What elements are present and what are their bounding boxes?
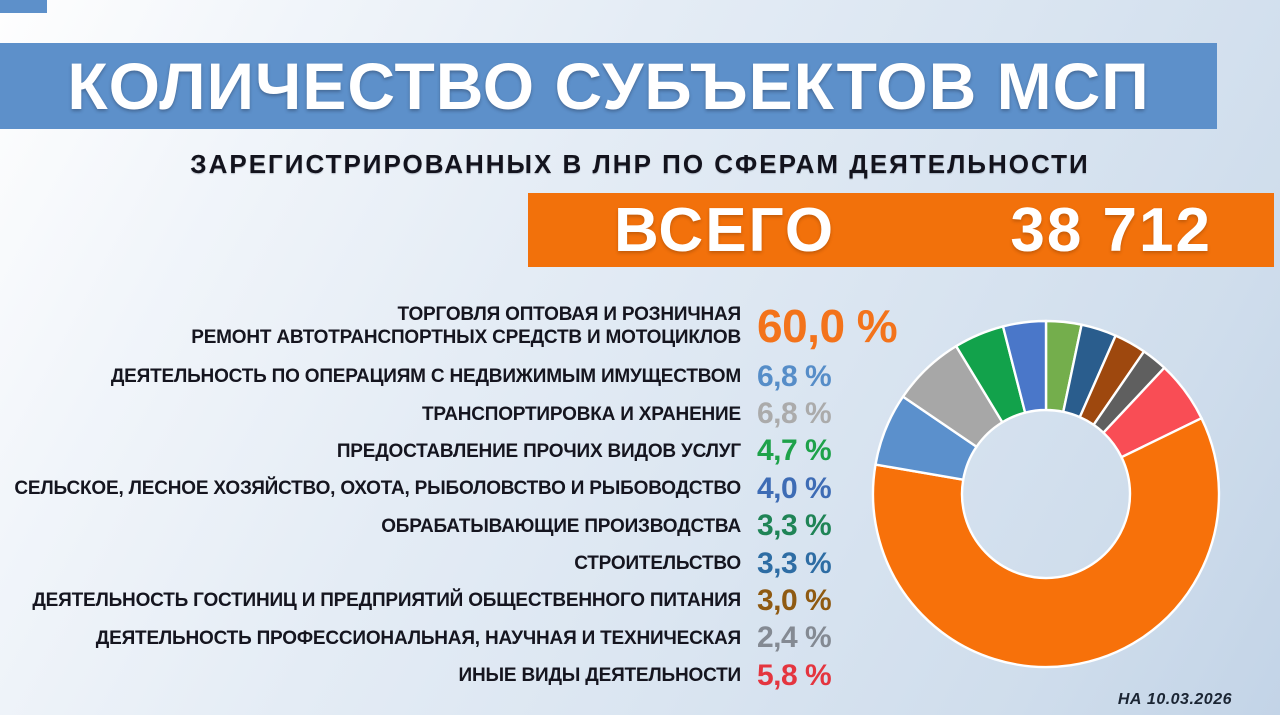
legend-row: ИНЫЕ ВИДЫ ДЕЯТЕЛЬНОСТИ 5,8 %: [0, 657, 915, 694]
legend-row-value: 4,0 %: [757, 471, 832, 505]
legend-row-label: ИНЫЕ ВИДЫ ДЕЯТЕЛЬНОСТИ: [458, 665, 742, 687]
legend-row-label: СЕЛЬСКОЕ, ЛЕСНОЕ ХОЗЯЙСТВО, ОХОТА, РЫБОЛ…: [14, 478, 741, 500]
legend-row-value: 6,8 %: [757, 359, 832, 393]
page-title: КОЛИЧЕСТВО СУБЪЕКТОВ МСП: [67, 49, 1150, 123]
total-value: 38 712: [1010, 195, 1212, 265]
legend-row-label: ДЕЯТЕЛЬНОСТЬ ПО ОПЕРАЦИЯМ С НЕДВИЖИМЫМ И…: [110, 366, 741, 388]
decorative-corner-rect: [0, 0, 47, 13]
legend-row-value: 3,0 %: [757, 584, 832, 618]
legend: ТОРГОВЛЯ ОПТОВАЯ И РОЗНИЧНАЯ РЕМОНТ АВТОТ…: [0, 294, 915, 695]
legend-row: ТОРГОВЛЯ ОПТОВАЯ И РОЗНИЧНАЯ РЕМОНТ АВТОТ…: [0, 294, 915, 358]
legend-row-label: СТРОИТЕЛЬСТВО: [574, 553, 741, 575]
legend-row-label: ПРЕДОСТАВЛЕНИЕ ПРОЧИХ ВИДОВ УСЛУГ: [336, 440, 741, 462]
total-banner: ВСЕГО 38 712: [528, 193, 1274, 267]
legend-row: ДЕЯТЕЛЬНОСТЬ ГОСТИНИЦ И ПРЕДПРИЯТИЙ ОБЩЕ…: [0, 582, 915, 619]
legend-row-label: ТОРГОВЛЯ ОПТОВАЯ И РОЗНИЧНАЯ РЕМОНТ АВТОТ…: [191, 303, 741, 348]
legend-row: ДЕЯТЕЛЬНОСТЬ ПРОФЕССИОНАЛЬНАЯ, НАУЧНАЯ И…: [0, 620, 915, 657]
legend-row-label: ДЕЯТЕЛЬНОСТЬ ГОСТИНИЦ И ПРЕДПРИЯТИЙ ОБЩЕ…: [32, 590, 741, 612]
legend-row: ОБРАБАТЫВАЮЩИЕ ПРОИЗВОДСТВА 3,3 %: [0, 508, 915, 545]
total-label: ВСЕГО: [614, 195, 836, 265]
donut-svg: [871, 319, 1221, 669]
date-note: НА 10.03.2026: [1117, 691, 1232, 708]
legend-row: ПРЕДОСТАВЛЕНИЕ ПРОЧИХ ВИДОВ УСЛУГ 4,7 %: [0, 433, 915, 470]
legend-row-value: 3,3 %: [757, 546, 832, 580]
legend-row-label: ДЕЯТЕЛЬНОСТЬ ПРОФЕССИОНАЛЬНАЯ, НАУЧНАЯ И…: [95, 627, 741, 649]
donut-slice: [1001, 319, 1048, 414]
legend-row-value: 5,8 %: [757, 658, 832, 692]
title-banner: КОЛИЧЕСТВО СУБЪЕКТОВ МСП: [0, 43, 1217, 129]
legend-row-value: 60,0 %: [757, 300, 898, 352]
donut-slice: [871, 417, 1221, 669]
legend-row-value: 3,3 %: [757, 509, 832, 543]
legend-row-label: ТРАНСПОРТИРОВКА И ХРАНЕНИЕ: [422, 403, 741, 425]
legend-row-label: ОБРАБАТЫВАЮЩИЕ ПРОИЗВОДСТВА: [381, 515, 741, 537]
legend-row: СЕЛЬСКОЕ, ЛЕСНОЕ ХОЗЯЙСТВО, ОХОТА, РЫБОЛ…: [0, 470, 915, 507]
legend-row: ДЕЯТЕЛЬНОСТЬ ПО ОПЕРАЦИЯМ С НЕДВИЖИМЫМ И…: [0, 358, 915, 395]
page-subtitle: ЗАРЕГИСТРИРОВАННЫХ В ЛНР ПО СФЕРАМ ДЕЯТЕ…: [190, 149, 1090, 179]
legend-row: СТРОИТЕЛЬСТВО 3,3 %: [0, 545, 915, 582]
legend-row-value: 2,4 %: [757, 621, 832, 655]
legend-row-value: 6,8 %: [757, 397, 832, 431]
legend-row: ТРАНСПОРТИРОВКА И ХРАНЕНИЕ 6,8 %: [0, 395, 915, 432]
donut-chart: [846, 294, 1246, 694]
legend-row-value: 4,7 %: [757, 434, 832, 468]
